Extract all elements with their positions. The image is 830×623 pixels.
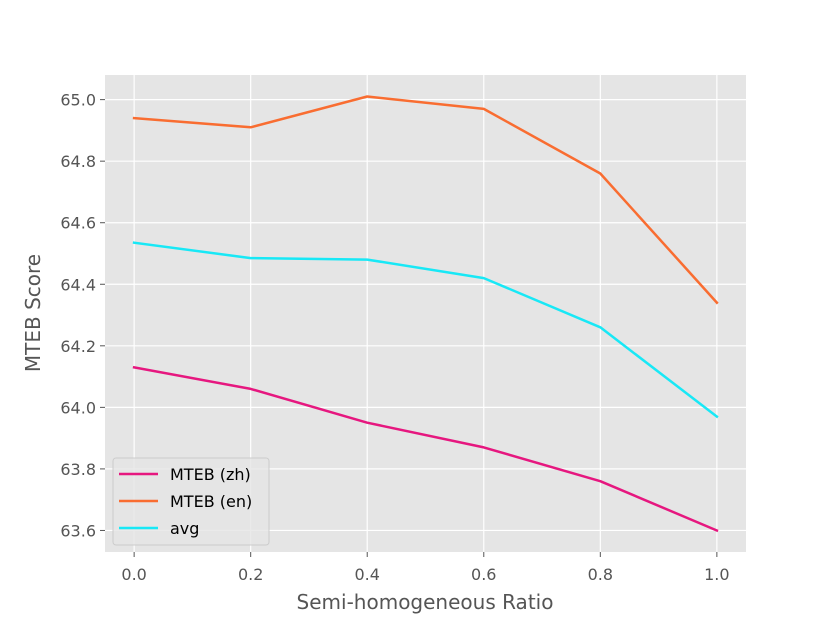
y-tick-label: 65.0 (60, 91, 96, 110)
legend-box (112, 457, 270, 546)
legend-label-avg: avg (170, 519, 199, 538)
series-line-mteb-en (132, 95, 719, 305)
y-tick-label: 64.4 (60, 275, 96, 294)
y-tick-label: 64.8 (60, 152, 96, 171)
x-tick-label: 0.4 (355, 565, 380, 584)
x-tick-label: 1.0 (704, 565, 729, 584)
x-tick-label: 0.6 (471, 565, 496, 584)
x-tick-label: 0.8 (588, 565, 613, 584)
y-tick-label: 64.6 (60, 214, 96, 233)
y-tick-label: 63.6 (60, 521, 96, 540)
x-tick-label: 0.2 (238, 565, 263, 584)
tick-labels: 0.0 0.2 0.4 0.6 0.8 1.0 63.6 63.8 64.0 64.2 64.4 64… (60, 91, 729, 584)
legend: MTEB (zh) MTEB (en) avg (112, 457, 270, 546)
y-axis-title: MTEB Score (21, 254, 45, 372)
y-tick-label: 64.2 (60, 337, 96, 356)
series-lines (132, 95, 719, 533)
x-tick-label: 0.0 (121, 565, 146, 584)
x-axis-title: Semi-homogeneous Ratio (297, 590, 554, 614)
series-line-mteb-zh (132, 365, 719, 533)
series-line-avg (132, 241, 719, 419)
y-tick-label: 63.8 (60, 460, 96, 479)
legend-label-mteb-zh: MTEB (zh) (170, 465, 251, 484)
legend-label-mteb-en: MTEB (en) (170, 492, 252, 511)
y-tick-label: 64.0 (60, 398, 96, 417)
